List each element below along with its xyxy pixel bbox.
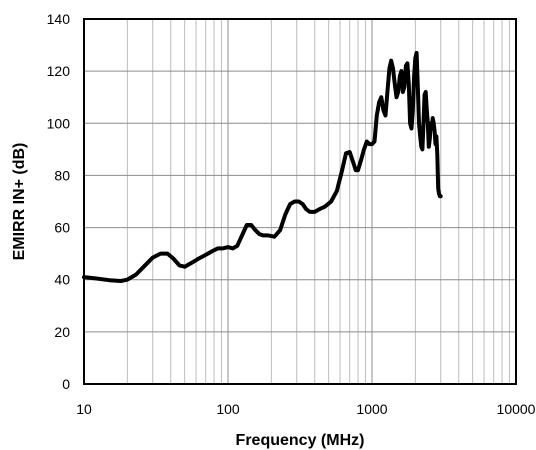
- y-tick-labels: 0 20 40 60 80 100 120 140: [47, 11, 71, 392]
- x-tick-label: 10: [76, 401, 92, 417]
- y-tick-label: 0: [62, 376, 70, 392]
- x-axis-title: Frequency (MHz): [236, 432, 365, 449]
- x-tick-label: 1000: [356, 401, 387, 417]
- y-tick-label: 20: [54, 324, 70, 340]
- y-tick-label: 40: [54, 272, 70, 288]
- y-tick-label: 140: [47, 11, 71, 27]
- minor-gridlines: [126, 19, 510, 384]
- emirr-series-line: [82, 50, 443, 283]
- y-tick-label: 120: [47, 63, 71, 79]
- y-tick-label: 80: [54, 167, 70, 183]
- y-tick-label: 60: [54, 220, 70, 236]
- y-axis-title: EMIRR IN+ (dB): [11, 143, 28, 261]
- y-tick-label: 100: [47, 115, 71, 131]
- x-tick-labels: 10 100 1000 10000: [76, 401, 535, 417]
- x-tick-label: 10000: [497, 401, 536, 417]
- plot-area-frame: [83, 18, 517, 385]
- x-tick-label: 100: [216, 401, 240, 417]
